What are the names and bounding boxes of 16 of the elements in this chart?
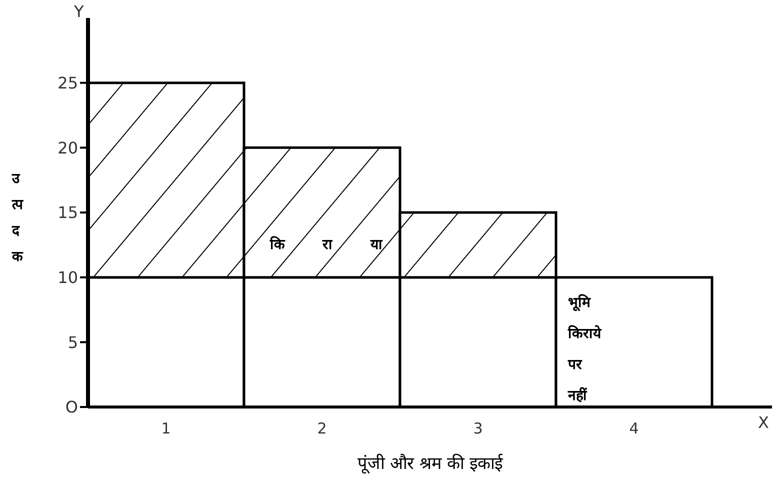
text: X [758, 413, 769, 432]
y-tick-label: 5 [68, 332, 78, 352]
text: Y [74, 2, 84, 21]
y-tick-label: 25 [58, 74, 78, 93]
y-axis-title: उ त्प द क [12, 170, 24, 267]
annotation: भूमि किराये पर नहीं [568, 293, 601, 406]
y-tick-label: 15 [58, 203, 78, 222]
y-tick-label: O [65, 398, 78, 417]
y-tick-label: 10 [58, 268, 78, 288]
x-tick-label: 2 [317, 420, 327, 438]
x-axis-title: पूंजी और श्रम की इकाई [358, 453, 504, 474]
x-tick-label: 4 [629, 420, 639, 438]
y-tick-label: 20 [58, 138, 78, 158]
x-tick-label: 3 [473, 420, 483, 438]
x-tick-label: 1 [161, 420, 171, 438]
annotation: कि रा या [270, 235, 382, 253]
